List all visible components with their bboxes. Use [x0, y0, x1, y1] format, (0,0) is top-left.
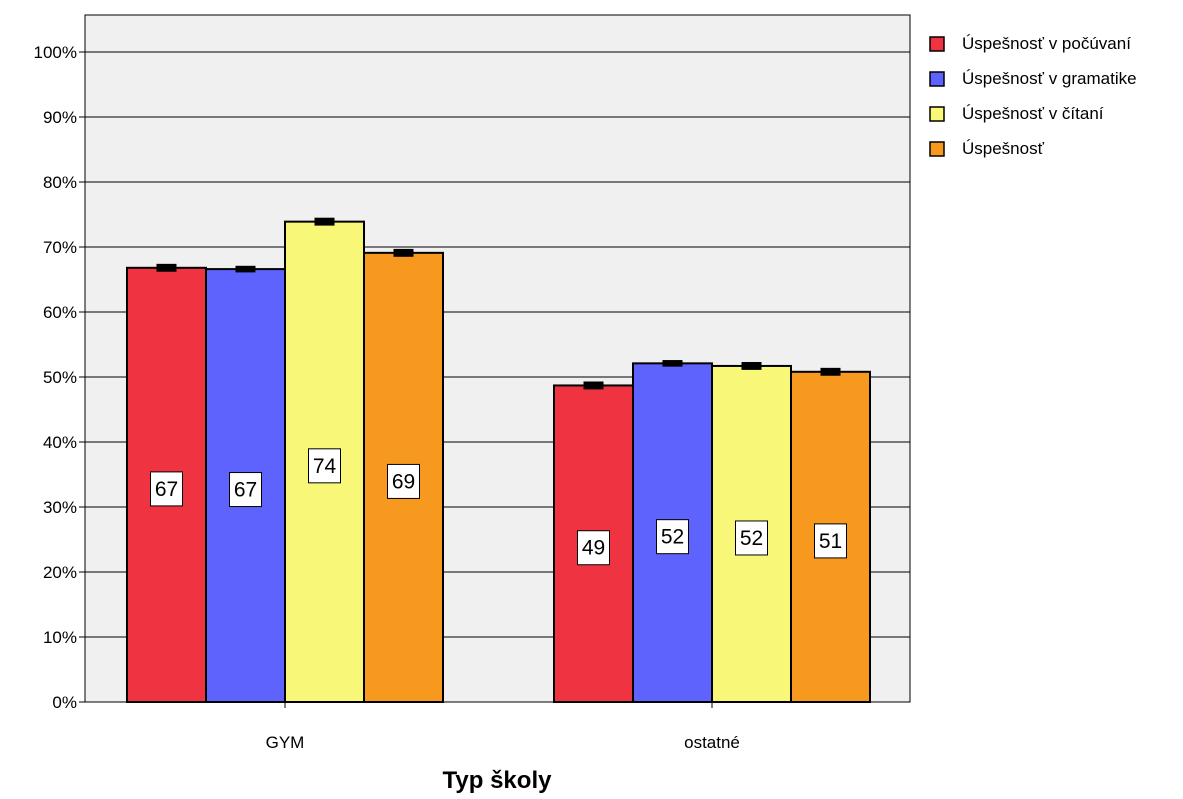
data-label-box: [387, 463, 420, 499]
data-label: 74: [313, 455, 337, 478]
y-tick-label: 10%: [43, 628, 77, 647]
y-tick-label: 90%: [43, 108, 77, 127]
error-bar-cap: [314, 217, 335, 226]
data-label: 49: [582, 537, 605, 560]
legend-swatch: [929, 71, 945, 87]
data-label: 52: [661, 526, 684, 549]
legend-label: Úspešnosť v čítaní: [962, 104, 1104, 123]
legend-label: Úspešnosť v gramatike: [962, 69, 1137, 88]
y-tick-label: 20%: [43, 563, 77, 582]
data-label-box: [229, 472, 262, 508]
data-label-box: [150, 471, 183, 507]
legend-label: Úspešnosť v počúvaní: [962, 34, 1131, 53]
y-tick-label: 80%: [43, 173, 77, 192]
x-axis-title: Typ školy: [443, 767, 553, 794]
error-bar-cap: [235, 265, 256, 273]
data-label-box: [656, 519, 689, 555]
legend-swatch: [929, 106, 945, 122]
y-tick-label: 0%: [52, 693, 77, 712]
y-tick-label: 60%: [43, 303, 77, 322]
error-bar-cap: [820, 367, 841, 376]
error-bar-cap: [662, 360, 683, 367]
x-tick-label: ostatné: [684, 733, 740, 752]
data-label: 67: [234, 479, 257, 502]
data-label-box: [308, 448, 341, 484]
error-bar-cap: [741, 362, 762, 370]
data-label-box: [577, 530, 610, 566]
data-label-box: [735, 520, 768, 556]
x-tick-label: GYM: [266, 733, 305, 752]
error-bar-cap: [393, 248, 414, 257]
data-label: 51: [819, 530, 842, 553]
legend-swatch: [929, 141, 945, 157]
legend-swatch: [929, 36, 945, 52]
y-tick-label: 100%: [34, 43, 77, 62]
data-label: 52: [740, 527, 763, 550]
data-label: 69: [392, 470, 415, 493]
data-label: 67: [155, 478, 178, 501]
data-label-box: [814, 523, 847, 559]
y-tick-label: 50%: [43, 368, 77, 387]
legend-label: Úspešnosť: [962, 139, 1045, 158]
error-bar-cap: [583, 381, 604, 390]
y-tick-label: 30%: [43, 498, 77, 517]
y-tick-label: 70%: [43, 238, 77, 257]
y-tick-label: 40%: [43, 433, 77, 452]
error-bar-cap: [156, 263, 177, 272]
